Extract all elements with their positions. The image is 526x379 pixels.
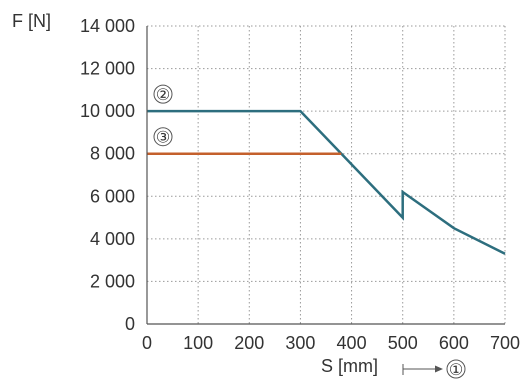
- y-tick-label: 6 000: [90, 186, 135, 206]
- series-marker-circle-0: [153, 84, 173, 104]
- x-axis-label-group: S [mm] ①: [321, 356, 466, 379]
- x-tick-label: 500: [388, 333, 418, 353]
- grid: [147, 25, 506, 324]
- x-tick-label: 300: [285, 333, 315, 353]
- y-tick-label: 12 000: [80, 59, 135, 79]
- x-tick-label: 600: [439, 333, 469, 353]
- series-marker-circle-1: [153, 127, 173, 147]
- x-tick-label: 0: [142, 333, 152, 353]
- x-tick-label: 700: [490, 333, 520, 353]
- x-arrow-head: [435, 365, 443, 373]
- tick-labels: 0 2 000 4 000 6 000 8 000 10 000 12 000 14 000 0…: [80, 16, 520, 353]
- series-line-0: [147, 109, 506, 255]
- series-markers: ②③: [153, 84, 173, 147]
- y-tick-label: 14 000: [80, 16, 135, 36]
- series-marker-label-1: ③: [156, 130, 170, 147]
- y-tick-label: 8 000: [90, 144, 135, 164]
- series-marker-label-0: ②: [156, 87, 170, 104]
- x-tick-label: 200: [234, 333, 264, 353]
- y-tick-label: 2 000: [90, 271, 135, 291]
- y-axis-label: F [N]: [12, 11, 51, 31]
- y-tick-label: 4 000: [90, 229, 135, 249]
- x-axis-label: S [mm]: [321, 356, 378, 376]
- x-tick-label: 400: [337, 333, 367, 353]
- y-tick-label: 10 000: [80, 101, 135, 121]
- marker-1-circle: [446, 359, 466, 379]
- axes: [146, 26, 505, 325]
- marker-1-text: ①: [449, 362, 463, 379]
- y-tick-label: 0: [125, 314, 135, 334]
- series-lines: [147, 109, 506, 255]
- x-tick-label: 100: [183, 333, 213, 353]
